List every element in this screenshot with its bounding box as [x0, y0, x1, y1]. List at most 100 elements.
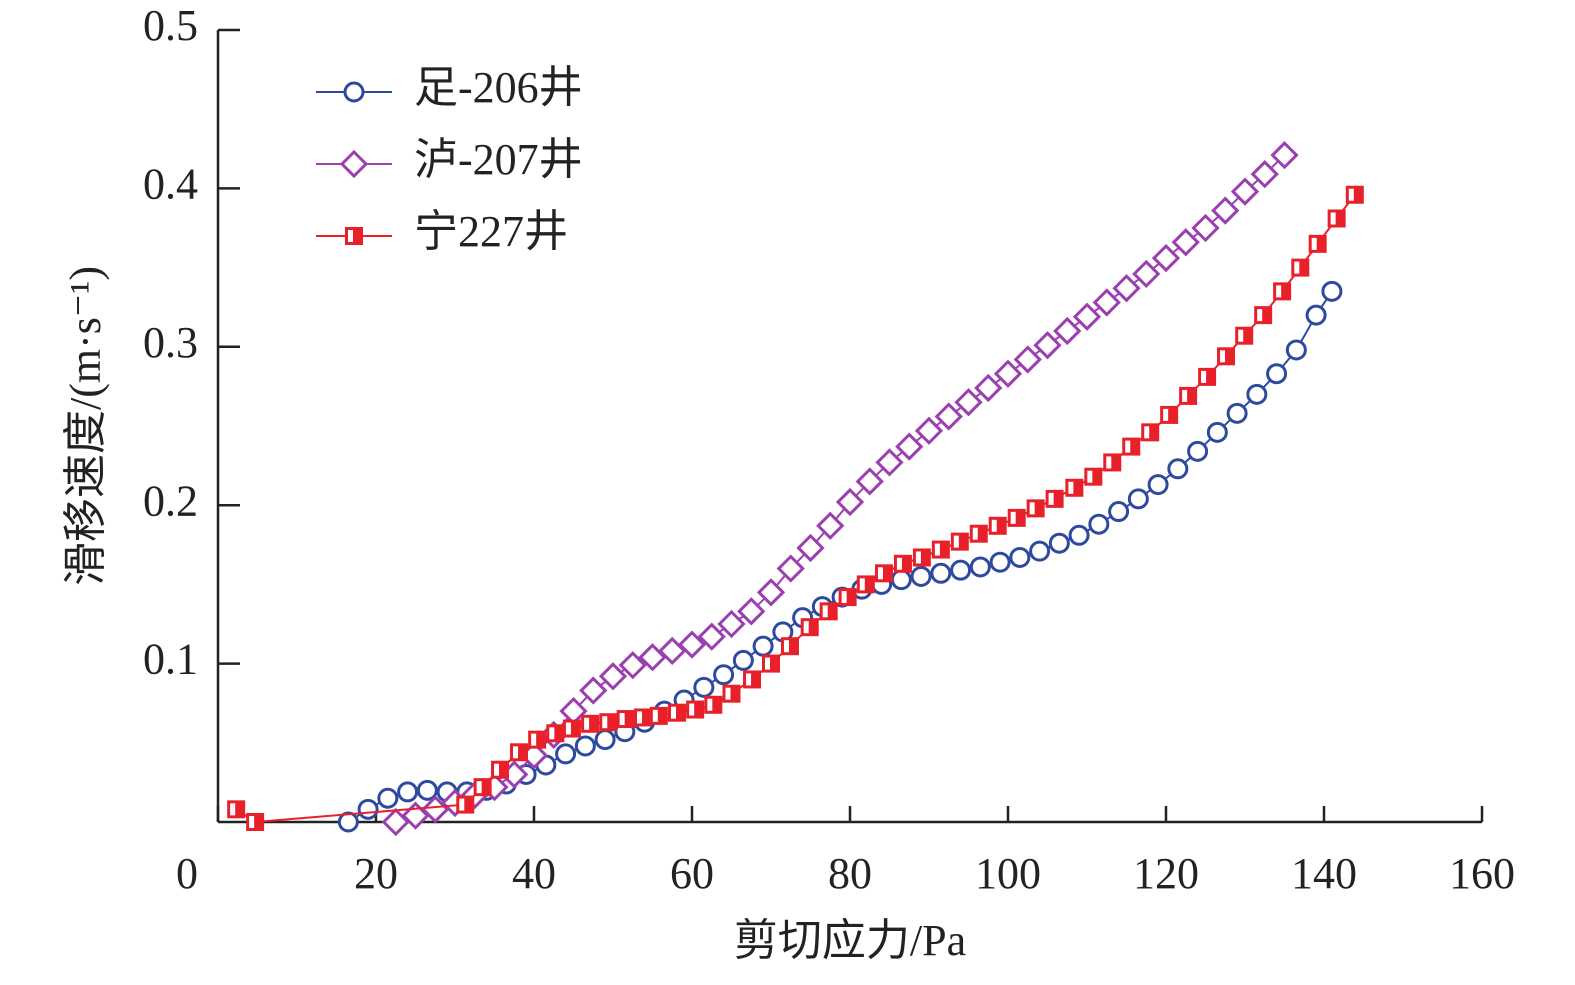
- point: [677, 630, 707, 659]
- point: [1108, 501, 1130, 523]
- point-highlight: [549, 727, 555, 740]
- point: [890, 569, 912, 591]
- point-highlight: [991, 519, 997, 532]
- y-tick-label: 0.5: [143, 1, 198, 50]
- point-highlight: [494, 763, 500, 776]
- point-highlight: [1010, 511, 1016, 524]
- point-highlight: [584, 717, 590, 730]
- point: [737, 597, 766, 626]
- point: [835, 487, 865, 517]
- point: [989, 551, 1011, 573]
- point: [1033, 331, 1062, 360]
- point-highlight: [1311, 237, 1317, 250]
- point: [1147, 474, 1169, 496]
- point: [796, 533, 825, 563]
- x-tick-label: 140: [1291, 849, 1357, 898]
- point: [1187, 440, 1209, 462]
- x-tick-label: 60: [670, 849, 714, 898]
- point: [1250, 160, 1279, 189]
- legend-label: 足-206井: [414, 63, 583, 112]
- point: [594, 729, 616, 751]
- point: [1230, 177, 1260, 206]
- point-highlight: [877, 567, 883, 580]
- point: [618, 651, 647, 680]
- y-tick-label: 0.1: [143, 635, 198, 684]
- point: [1013, 345, 1042, 374]
- legend-label: 泸-207井: [414, 135, 583, 184]
- x-tick-label: 120: [1133, 849, 1199, 898]
- point: [574, 735, 596, 757]
- point: [1167, 458, 1189, 480]
- point-highlight: [670, 706, 676, 719]
- point-highlight: [602, 716, 608, 729]
- point-highlight: [1330, 212, 1336, 225]
- point: [1072, 302, 1102, 331]
- point: [1211, 196, 1240, 225]
- point-highlight: [1276, 285, 1282, 298]
- point-highlight: [859, 578, 865, 591]
- y-tick-label: 0.2: [143, 476, 198, 525]
- point-highlight: [746, 673, 752, 686]
- x-tick-label: 100: [975, 849, 1041, 898]
- point-highlight: [896, 557, 902, 570]
- legend-marker: [339, 149, 369, 179]
- point: [875, 448, 904, 477]
- point: [1321, 280, 1343, 302]
- x-tick-label: 160: [1449, 849, 1515, 898]
- point-highlight: [1220, 350, 1226, 363]
- point: [1246, 383, 1268, 405]
- point: [337, 811, 359, 833]
- point: [416, 779, 438, 801]
- point: [895, 432, 924, 461]
- legend-marker-highlight: [348, 230, 353, 242]
- point: [1305, 304, 1327, 326]
- point-highlight: [619, 713, 625, 726]
- point: [974, 373, 1003, 403]
- point-highlight: [1294, 261, 1300, 274]
- point: [713, 664, 735, 686]
- point: [1132, 259, 1161, 289]
- legend-label: 宁227井: [414, 207, 568, 256]
- point-highlight: [249, 816, 255, 828]
- point-highlight: [1029, 502, 1035, 515]
- point: [1092, 288, 1121, 317]
- point: [855, 467, 884, 496]
- point: [1266, 363, 1288, 385]
- point-highlight: [841, 591, 847, 604]
- legend-marker: [343, 81, 365, 103]
- point: [1151, 243, 1181, 273]
- point: [693, 676, 715, 698]
- point-highlight: [707, 698, 713, 711]
- point-highlight: [934, 543, 940, 556]
- point-highlight: [1257, 309, 1263, 322]
- point: [697, 622, 726, 651]
- y-tick-label: 0.3: [143, 318, 198, 367]
- x-tick-label: 40: [512, 849, 556, 898]
- point: [579, 676, 608, 705]
- point: [732, 649, 754, 671]
- point-highlight: [803, 621, 809, 634]
- point: [950, 559, 972, 581]
- x-tick-label: 0: [176, 849, 198, 898]
- point: [934, 402, 963, 431]
- series-line: [347, 290, 1333, 823]
- point-highlight: [953, 535, 959, 548]
- point: [816, 511, 845, 540]
- x-tick-label: 80: [828, 849, 872, 898]
- point: [598, 662, 628, 691]
- point: [1029, 540, 1051, 562]
- point: [1088, 513, 1110, 535]
- point-highlight: [725, 687, 731, 700]
- point: [1226, 402, 1248, 424]
- point: [930, 562, 952, 584]
- point-highlight: [765, 657, 770, 670]
- point-highlight: [565, 722, 571, 735]
- point-highlight: [1068, 481, 1074, 494]
- point-highlight: [652, 709, 658, 722]
- point-highlight: [1201, 370, 1207, 383]
- point: [555, 743, 577, 765]
- point: [1053, 316, 1082, 346]
- point-highlight: [459, 798, 465, 811]
